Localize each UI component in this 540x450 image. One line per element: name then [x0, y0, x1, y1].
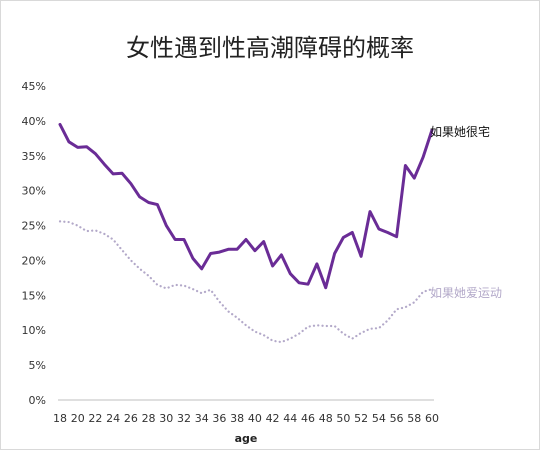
x-tick-label: 48	[319, 412, 333, 425]
y-tick-label: 35%	[22, 150, 46, 163]
x-tick-label: 46	[301, 412, 315, 425]
series-line-homebody	[58, 122, 434, 290]
x-tick-label: 30	[159, 412, 173, 425]
x-tick-label: 60	[425, 412, 439, 425]
x-tick-label: 20	[71, 412, 85, 425]
y-tick-label: 5%	[29, 359, 46, 372]
x-axis-title: age	[235, 432, 258, 445]
y-tick-label: 15%	[22, 289, 46, 302]
x-tick-label: 24	[106, 412, 120, 425]
chart-title: 女性遇到性高潮障碍的概率	[126, 34, 414, 62]
y-tick-label: 45%	[22, 80, 46, 93]
x-tick-label: 38	[230, 412, 244, 425]
x-tick-label: 40	[248, 412, 262, 425]
x-tick-label: 22	[88, 412, 102, 425]
y-tick-label: 20%	[22, 254, 46, 267]
x-tick-label: 32	[177, 412, 191, 425]
x-tick-label: 42	[266, 412, 280, 425]
x-tick-label: 56	[390, 412, 404, 425]
x-tick-label: 26	[124, 412, 138, 425]
x-tick-label: 54	[372, 412, 386, 425]
x-tick-label: 18	[53, 412, 67, 425]
series-label-homebody: 如果她很宅	[430, 124, 490, 139]
y-tick-label: 10%	[22, 324, 46, 337]
y-tick-label: 25%	[22, 220, 46, 233]
x-tick-label: 58	[407, 412, 421, 425]
y-tick-label: 30%	[22, 185, 46, 198]
x-tick-label: 50	[336, 412, 350, 425]
x-tick-label: 36	[212, 412, 226, 425]
y-tick-label: 40%	[22, 115, 46, 128]
series-label-active: 如果她爱运动	[430, 285, 502, 300]
x-tick-label: 34	[195, 412, 209, 425]
x-tick-label: 52	[354, 412, 368, 425]
series-line-active	[58, 220, 434, 344]
x-tick-label: 28	[142, 412, 156, 425]
y-tick-label: 0%	[29, 394, 46, 407]
x-tick-label: 44	[283, 412, 297, 425]
